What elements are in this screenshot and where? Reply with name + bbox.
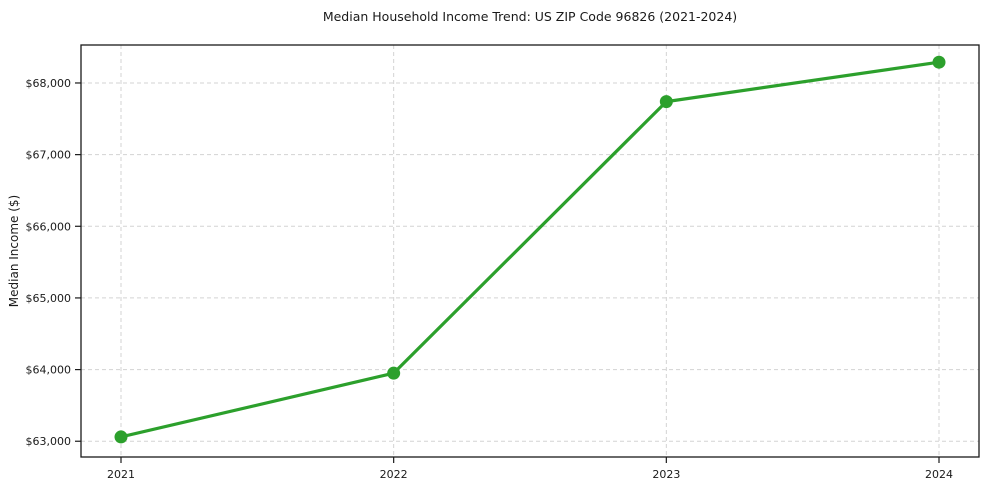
data-point-marker <box>659 95 673 109</box>
y-tick-label: $68,000 <box>26 77 72 90</box>
y-tick-label: $63,000 <box>26 435 72 448</box>
y-tick-label: $65,000 <box>26 292 72 305</box>
x-tick-label: 2023 <box>652 468 680 481</box>
data-point-marker <box>387 366 401 380</box>
x-tick-label: 2021 <box>107 468 135 481</box>
y-tick-label: $67,000 <box>26 149 72 162</box>
plot-border <box>80 44 980 458</box>
chart-title: Median Household Income Trend: US ZIP Co… <box>322 9 738 24</box>
y-tick-label: $66,000 <box>26 220 72 233</box>
x-tick-label: 2022 <box>380 468 408 481</box>
data-point-marker <box>932 55 946 69</box>
trend-line <box>119 60 941 439</box>
x-tick-label: 2024 <box>925 468 953 481</box>
y-tick-label: $64,000 <box>26 364 72 377</box>
data-point-marker <box>114 430 128 444</box>
y-axis-label: Median Income ($) <box>7 194 21 308</box>
